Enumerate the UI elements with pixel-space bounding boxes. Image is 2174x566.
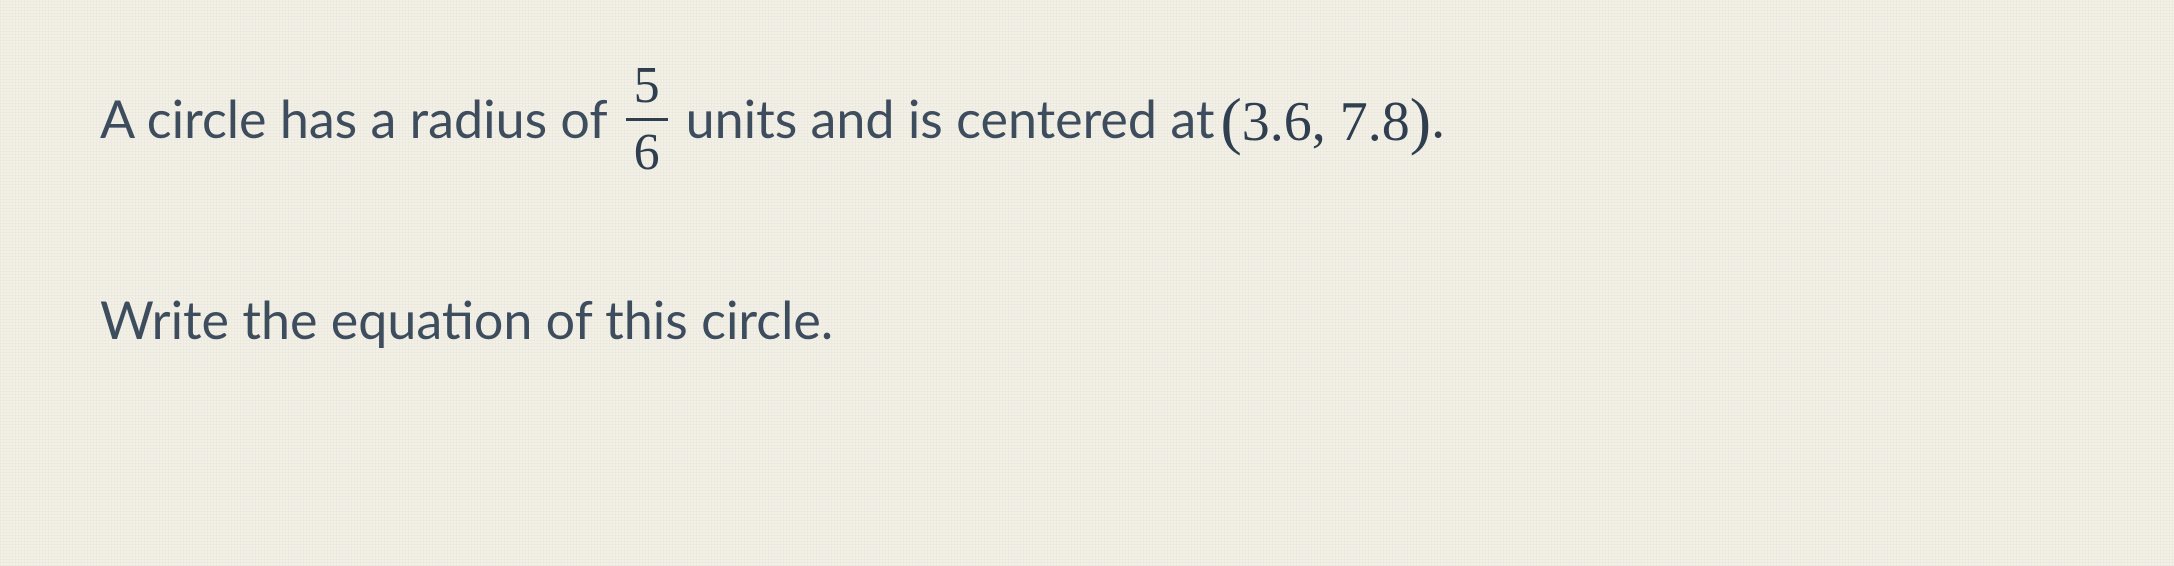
close-paren: ) bbox=[1410, 85, 1431, 156]
fraction-denominator: 6 bbox=[626, 127, 668, 179]
center-comma: , bbox=[1312, 91, 1326, 153]
center-point: (3.6, 7.8) bbox=[1220, 81, 1431, 158]
fraction-numerator: 5 bbox=[626, 60, 668, 112]
sentence-period: . bbox=[1431, 86, 1445, 153]
problem-line-1: A circle has a radius of 5 6 units and i… bbox=[100, 60, 2074, 179]
center-x: 3.6 bbox=[1242, 91, 1312, 153]
text-units-centered: units and is centered at bbox=[686, 88, 1215, 150]
open-paren: ( bbox=[1220, 85, 1241, 156]
problem-line-2: Write the equation of this circle. bbox=[100, 289, 2074, 351]
fraction-bar bbox=[626, 118, 668, 121]
text-radius-intro: A circle has a radius of bbox=[100, 88, 608, 150]
radius-fraction: 5 6 bbox=[626, 60, 668, 179]
problem-container: A circle has a radius of 5 6 units and i… bbox=[0, 0, 2174, 351]
center-y: 7.8 bbox=[1340, 91, 1410, 153]
